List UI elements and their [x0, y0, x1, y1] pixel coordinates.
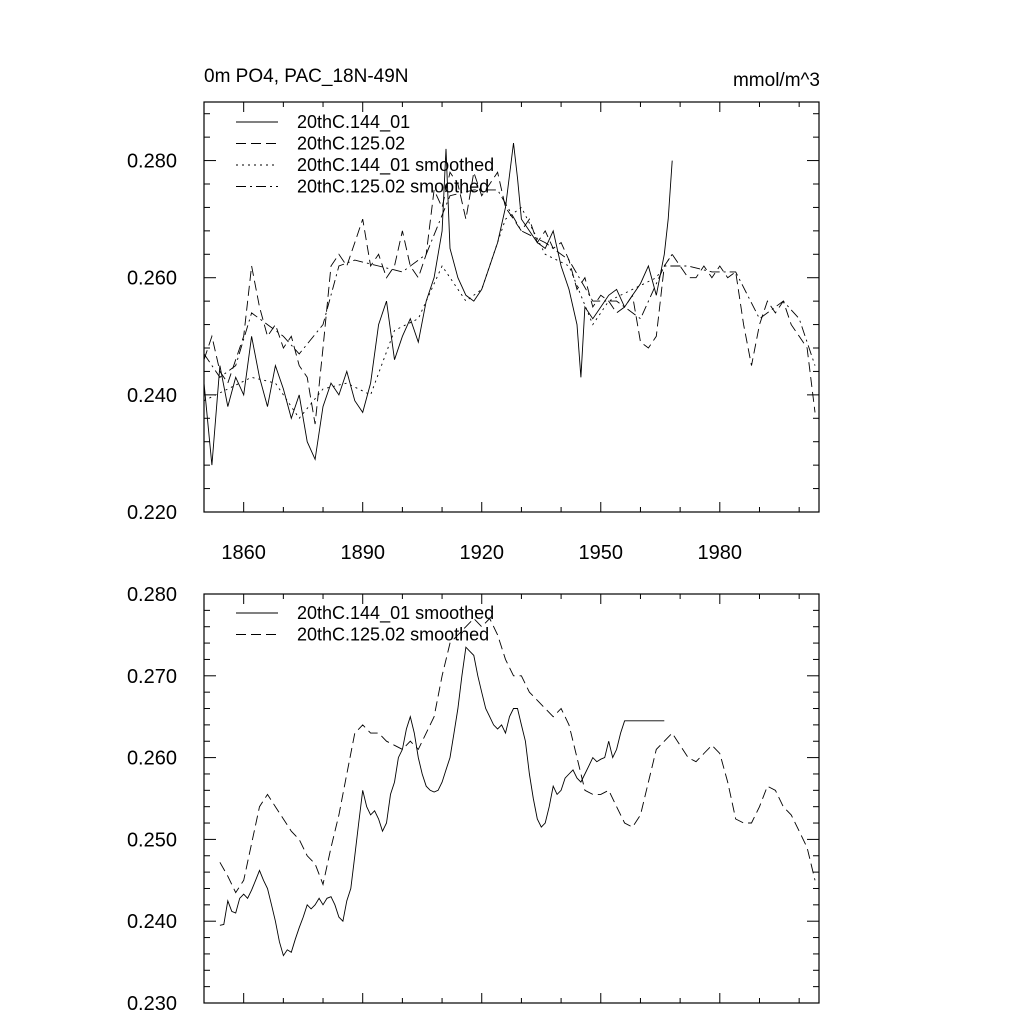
y-tick-label: 0.240 [127, 385, 177, 407]
y-tick-label: 0.220 [127, 502, 177, 524]
series-line-2 [219, 617, 816, 894]
series-line-1 [219, 646, 665, 957]
series-line-2 [203, 171, 816, 425]
legend-label: 20thC.144_01 smoothed [297, 155, 494, 176]
y-tick-label: 0.280 [127, 584, 177, 606]
x-tick-label: 1860 [221, 542, 266, 564]
chart-title: 0m PO4, PAC_18N-49N [204, 66, 409, 87]
series-line-3 [203, 206, 673, 420]
y-tick-label: 0.260 [127, 748, 177, 770]
legend-label: 20thC.144_01 smoothed [297, 603, 494, 624]
series-line-4 [203, 189, 816, 378]
x-tick-label: 1890 [340, 542, 385, 564]
top-panel: 1860 1890 1920 1950 1980 0.220 0.240 0.260 0.280… [127, 101, 820, 564]
y-tick-label: 0.250 [127, 829, 177, 851]
legend-label: 20thC.125.02 smoothed [297, 625, 489, 645]
x-tick-label: 1950 [579, 542, 624, 564]
bottom-panel: 0.230 0.240 0.250 0.260 0.270 0.280 20thC.144_… [127, 584, 820, 1015]
legend-label: 20thC.125.02 smoothed [297, 177, 489, 197]
x-tick-label: 1980 [698, 542, 743, 564]
plot-frame [203, 101, 820, 513]
y-tick-label: 0.280 [127, 151, 177, 173]
y-tick-label: 0.230 [127, 993, 177, 1015]
legend-label: 20thC.144_01 [297, 112, 410, 133]
x-tick-label: 1920 [459, 542, 504, 564]
plot-frame [203, 593, 820, 1004]
y-tick-label: 0.270 [127, 666, 177, 688]
units-label: mmol/m^3 [733, 70, 820, 91]
legend-label: 20thC.125.02 [297, 134, 405, 154]
y-tick-label: 0.240 [127, 911, 177, 933]
y-tick-label: 0.260 [127, 268, 177, 290]
series-line-1 [203, 142, 673, 466]
